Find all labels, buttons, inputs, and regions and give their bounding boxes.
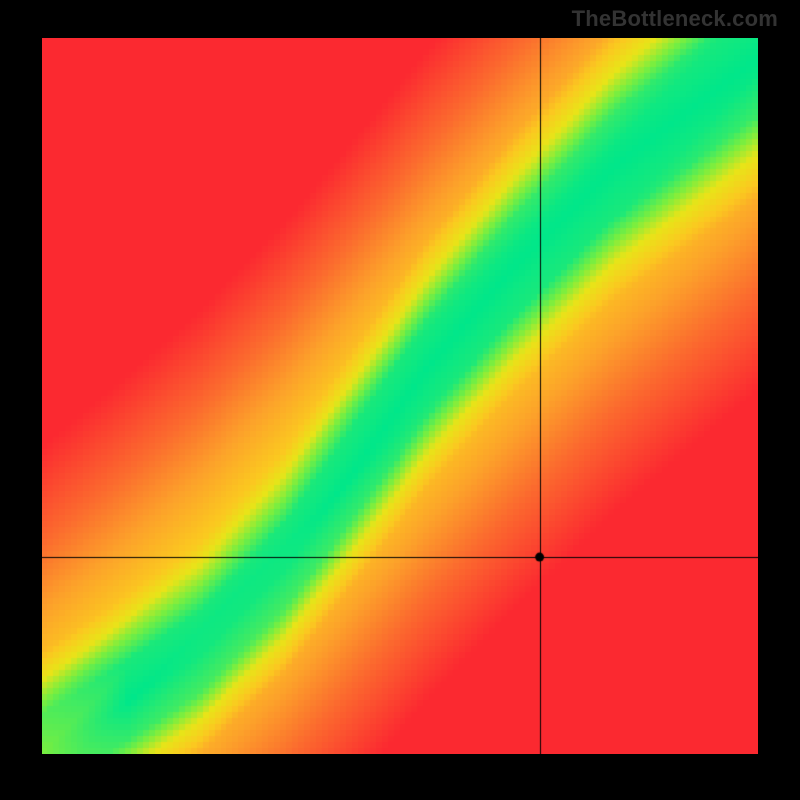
chart-container: TheBottleneck.com [0, 0, 800, 800]
overlay-canvas [42, 38, 758, 754]
watermark-text: TheBottleneck.com [572, 6, 778, 32]
